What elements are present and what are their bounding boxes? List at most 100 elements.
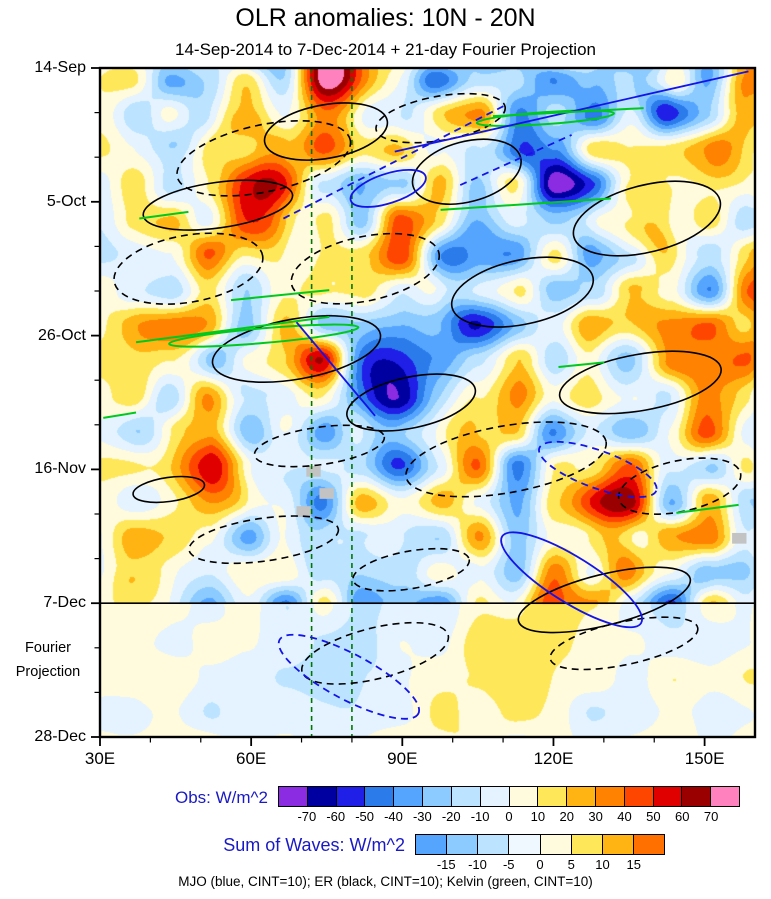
- colorbar-cell: [632, 835, 664, 854]
- kelvin-contour-line: [139, 210, 189, 220]
- colorbar-tick-label: 0: [536, 857, 544, 872]
- colorbar-tick-label: 70: [703, 809, 719, 824]
- colorbar-tick-label: -30: [412, 809, 432, 824]
- fourier-projection-label-line1: Fourier: [25, 640, 71, 656]
- er-contour: [346, 373, 477, 432]
- missing-data-patch: [306, 466, 321, 477]
- colorbar-cell: [681, 787, 711, 806]
- chart-subtitle: 14-Sep-2014 to 7-Dec-2014 + 21-day Fouri…: [175, 40, 596, 59]
- colorbar-cell: [446, 835, 478, 854]
- kelvin-contour: [475, 109, 616, 127]
- mjo-contour-line: [459, 134, 572, 186]
- colorbar-tick-label: 40: [617, 809, 632, 824]
- obs-colorbar-ticks: -70 -60 -50 -40 -30 -20 -10 0 10 20 30 40 50 60 70: [278, 809, 740, 825]
- er-contour: [211, 315, 382, 383]
- colorbar-tick-label: -60: [326, 809, 346, 824]
- colorbar-cell: [652, 787, 682, 806]
- colorbar-cell: [508, 787, 538, 806]
- mjo-contour: [277, 633, 421, 720]
- colorbar-cell: [594, 787, 624, 806]
- er-contour: [142, 179, 294, 231]
- plot-area: [91, 66, 757, 746]
- colorbar-tick-label: -40: [384, 809, 403, 824]
- kelvin-contour-line: [440, 197, 611, 211]
- y-tick-label: 14-Sep: [34, 59, 86, 76]
- er-contour: [290, 232, 441, 305]
- er-contour: [263, 102, 389, 161]
- er-contour: [253, 424, 386, 468]
- colorbar-tick-label: -10: [468, 857, 487, 872]
- missing-data-patch: [319, 488, 334, 499]
- colorbar-cell: [570, 835, 602, 854]
- colorbar-tick-label: -5: [502, 857, 515, 872]
- er-contour: [558, 350, 722, 415]
- colorbar-cell: [537, 787, 567, 806]
- colorbar-cell: [422, 787, 451, 806]
- colorbar-tick-label: 30: [588, 809, 603, 824]
- colorbar-tick-label: 5: [567, 857, 575, 872]
- colorbar-cell: [508, 835, 540, 854]
- missing-data-patch: [296, 506, 311, 517]
- er-contour: [450, 256, 595, 328]
- colorbar-cell: [710, 787, 739, 806]
- colorbar-cell: [539, 835, 571, 854]
- colorbar-cell: [623, 787, 653, 806]
- colorbar-tick-label: 10: [595, 857, 610, 872]
- colorbar-tick-label: 50: [646, 809, 661, 824]
- sum-of-waves-colorbar-label: Sum of Waves: W/m^2: [223, 835, 405, 855]
- sum-of-waves-colorbar-ticks: -15 -10 -5 0 5 10 15: [415, 857, 665, 873]
- er-contour: [572, 180, 722, 257]
- colorbar-cell: [566, 787, 595, 806]
- contour-legend-caption: MJO (blue, CINT=10); ER (black, CINT=10)…: [178, 874, 593, 889]
- fourier-projection-label-line2: Projection: [15, 664, 81, 680]
- er-contour: [176, 119, 352, 197]
- colorbar-tick-label: 60: [675, 809, 690, 824]
- y-tick-label: 7-Dec: [43, 594, 86, 612]
- er-contour: [132, 475, 206, 504]
- colorbar-cell: [450, 787, 480, 806]
- mjo-contour: [538, 440, 658, 498]
- er-contour: [617, 457, 742, 515]
- kelvin-contour-line: [676, 503, 739, 514]
- missing-data-patch: [732, 532, 747, 544]
- colorbar-cell: [393, 787, 423, 806]
- er-contour: [188, 515, 340, 565]
- colorbar-cell: [306, 787, 336, 806]
- mjo-contour-line: [295, 321, 376, 417]
- fourier-projection-label: Fourier Projection: [2, 636, 94, 684]
- er-contour: [549, 616, 699, 671]
- colorbar-tick-label: -70: [297, 809, 317, 824]
- wave-contour-overlay: [100, 68, 755, 737]
- y-tick-label: 5-Oct: [46, 192, 86, 210]
- colorbar-cell: [364, 787, 394, 806]
- olr-anomaly-field: [100, 68, 755, 737]
- colorbar-tick-label: -50: [355, 809, 375, 824]
- colorbar-cell: [416, 835, 447, 854]
- obs-colorbar-label: Obs: W/m^2: [175, 788, 268, 807]
- colorbar-tick-label: 10: [530, 809, 546, 824]
- colorbar-cell: [479, 787, 509, 806]
- mjo-contour: [349, 168, 427, 208]
- time-axis-labels: 14-Sep 5-Oct 26-Oct 16-Nov 7-Dec 28-Dec: [0, 59, 92, 745]
- y-tick-label: 26-Oct: [37, 326, 86, 344]
- colorbar-cell: [279, 787, 307, 806]
- kelvin-contour-line: [230, 289, 330, 302]
- mjo-contour-line: [282, 103, 507, 220]
- x-tick-label: 150E: [684, 749, 725, 768]
- colorbar-tick-label: 20: [559, 809, 574, 824]
- kelvin-contour-line: [558, 361, 605, 369]
- sum-of-waves-colorbar: [415, 834, 665, 855]
- chart-title: OLR anomalies: 10N - 20N: [235, 4, 536, 32]
- er-contour: [352, 547, 471, 592]
- obs-colorbar: [278, 786, 740, 807]
- axes-frame: [91, 66, 757, 746]
- mjo-contour: [500, 531, 643, 629]
- kelvin-contour-line: [103, 411, 137, 419]
- colorbar-cell: [335, 787, 365, 806]
- er-contour: [113, 232, 264, 305]
- colorbar-tick-label: -20: [441, 809, 461, 824]
- x-tick-label: 90E: [387, 749, 418, 768]
- y-tick-label: 16-Nov: [34, 460, 86, 478]
- kelvin-contour: [168, 323, 360, 348]
